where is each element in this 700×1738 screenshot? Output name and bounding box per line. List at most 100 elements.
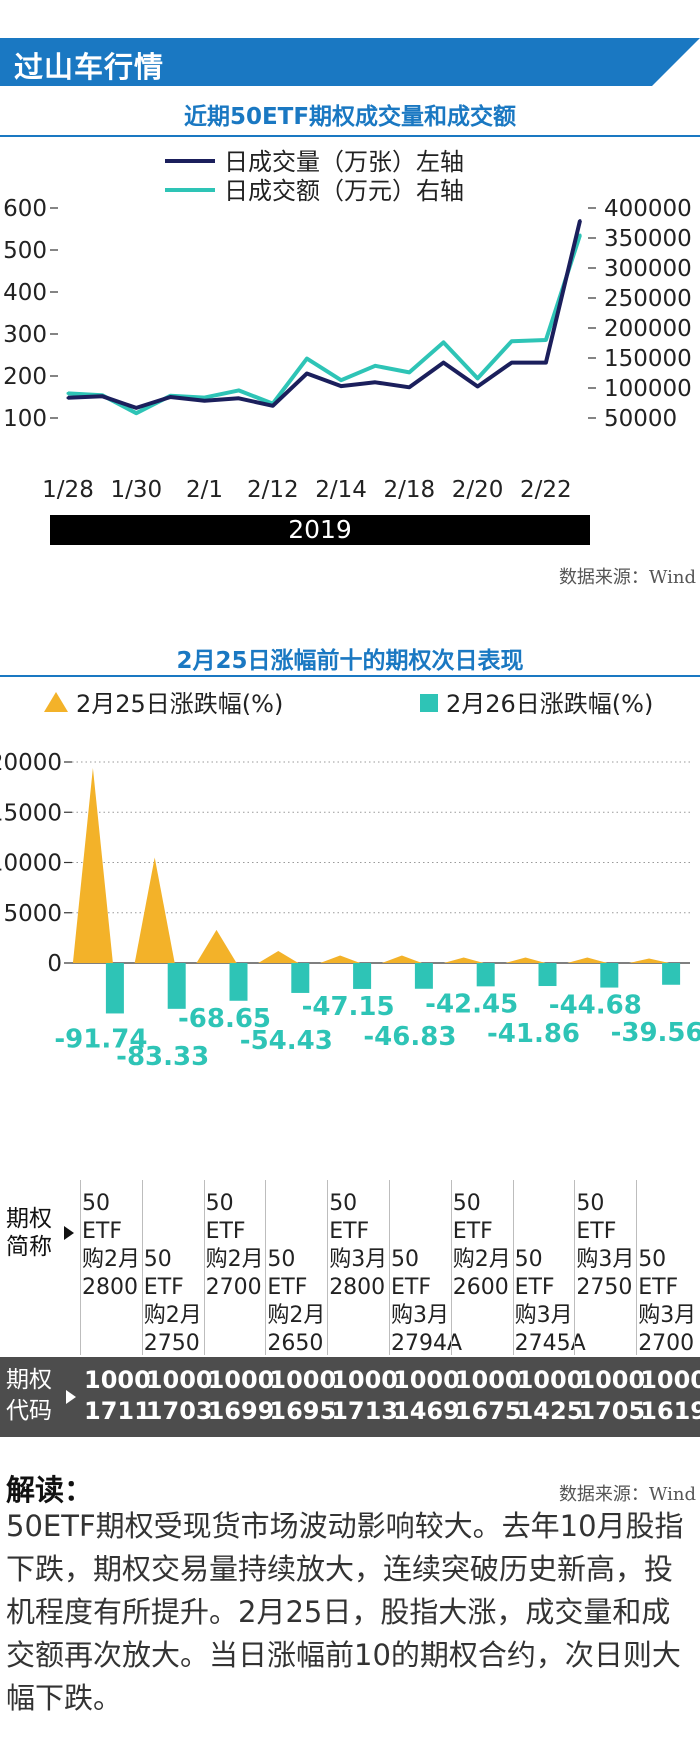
- interpretation-body: 50ETF期权受现货市场波动影响较大。去年10月股指下跌，期权交易量持续放大，连…: [6, 1509, 684, 1715]
- series-2-point: [578, 233, 582, 237]
- option-code-cell: 1000 1711: [84, 1366, 151, 1425]
- series-2-point: [373, 364, 377, 368]
- bar-mark: [167, 963, 186, 1009]
- legend-square-icon: [420, 694, 438, 712]
- series-1-point: [168, 395, 172, 399]
- y-right-tick-label: 400000: [604, 196, 692, 222]
- bar-value-label: -91.74: [54, 1024, 147, 1054]
- series-2-point: [441, 340, 445, 344]
- bar-value-label: -41.86: [487, 1019, 580, 1049]
- y-left-tick-label: 100: [3, 406, 47, 432]
- option-code-cell: 1000 1695: [269, 1366, 337, 1425]
- x-tick-label: 2/22: [520, 477, 572, 503]
- row-label-option-code: 期权 代码: [6, 1367, 52, 1424]
- option-name-row: 50 ETF 购2月 2800 50 ETF 购2月 2750 50 ETF 购2月…: [0, 1180, 700, 1356]
- y-tick-label: 20000: [0, 750, 62, 776]
- column-separator: [327, 1180, 329, 1355]
- section1-divider: [0, 135, 700, 137]
- series-1-point: [271, 404, 275, 408]
- option-code-cell: 1000 1425: [516, 1366, 584, 1425]
- option-name-cell: 50 ETF 购3月 2745A: [514, 1247, 586, 1356]
- option-code-cell: 1000 1469: [393, 1366, 460, 1425]
- option-name-cell: 50 ETF 购2月 2800: [82, 1191, 140, 1300]
- series-1-point: [373, 380, 377, 384]
- section2-title: 2月25日涨幅前十的期权次日表现: [176, 648, 524, 674]
- series-1-point: [134, 406, 138, 410]
- bar-value-label: -42.45: [425, 989, 518, 1019]
- column-separator: [80, 1180, 81, 1355]
- legend-label-2: 2月26日涨跌幅(%): [446, 690, 653, 718]
- bar-mark: [476, 963, 495, 987]
- year-label: 2019: [288, 515, 352, 544]
- series-2-point: [66, 391, 70, 395]
- bar-mark: [353, 963, 372, 989]
- triangle-mark: [505, 957, 546, 963]
- section2-source: 数据来源：Wind: [558, 1484, 696, 1505]
- bar-value-label: -68.65: [178, 1004, 271, 1034]
- bar-value-label: -39.56: [611, 1018, 700, 1048]
- option-code-cells: 1000 1711 1000 1703 1000 1699 1000 1695 1000…: [0, 1365, 700, 1435]
- code-row-pointer-icon: [66, 1390, 76, 1404]
- triangle-mark: [381, 955, 422, 963]
- y-left-tick-label: 300: [3, 322, 47, 348]
- option-code-cell: 1000 1703: [145, 1366, 213, 1425]
- y-tick-label: 0: [47, 951, 62, 977]
- y-left-tick-label: 400: [3, 280, 47, 306]
- option-code-cell: 1000 1713: [331, 1366, 398, 1425]
- series-1-point: [578, 219, 582, 223]
- triangle-mark: [320, 955, 361, 963]
- year-band: [50, 515, 590, 545]
- bar-mark: [105, 963, 124, 1014]
- option-code-cell: 1000 1619: [640, 1366, 700, 1425]
- series-1-point: [66, 396, 70, 400]
- y-left-tick-label: 500: [3, 238, 47, 264]
- column-separator: [450, 1180, 452, 1355]
- option-name-cell: 50 ETF 购2月 2700: [205, 1191, 264, 1300]
- y-right-tick-label: 250000: [604, 286, 692, 312]
- series-1-point: [339, 384, 343, 388]
- row-label-option-name: 期权 简称: [6, 1206, 52, 1260]
- x-tick-label: 2/18: [384, 477, 436, 503]
- x-tick-label: 2/12: [247, 477, 299, 503]
- y-right-tick-label: 200000: [604, 316, 692, 342]
- x-tick-label: 2/20: [452, 477, 504, 503]
- bar-mark: [291, 963, 310, 993]
- bar-value-label: -83.33: [116, 1042, 209, 1072]
- column-separator: [512, 1180, 514, 1355]
- bar-value-label: -46.83: [363, 1022, 456, 1052]
- row-pointer-icon: [64, 1226, 74, 1240]
- y-right-tick-label: 150000: [604, 346, 692, 372]
- section1-source: 数据来源：Wind: [558, 567, 696, 588]
- option-code-row: [0, 1357, 700, 1437]
- triangle-mark: [258, 950, 299, 963]
- bar-mark: [414, 963, 433, 989]
- x-tick-label: 1/30: [110, 477, 162, 503]
- series-2-point: [544, 338, 548, 342]
- y-right-tick-label: 50000: [604, 406, 677, 432]
- x-tick-label: 1/28: [42, 477, 94, 503]
- column-separator: [265, 1180, 267, 1355]
- series-2-point: [134, 411, 138, 415]
- series-2-point: [237, 388, 241, 392]
- series-2-point: [476, 376, 480, 380]
- bar-mark: [662, 963, 681, 985]
- series-1-point: [305, 371, 309, 375]
- page-title: 过山车行情: [14, 50, 165, 84]
- series-2-point: [510, 339, 514, 343]
- option-name-cell: 50 ETF 购3月 2700: [638, 1247, 697, 1356]
- header-banner: [0, 38, 700, 86]
- series-2-point: [339, 378, 343, 382]
- column-separator: [141, 1180, 143, 1355]
- series-2-point: [203, 396, 207, 400]
- x-tick-label: 2/1: [186, 477, 223, 503]
- x-tick-label: 2/14: [315, 477, 367, 503]
- triangle-mark: [629, 958, 670, 963]
- series-line-1: [67, 220, 582, 410]
- legend-triangle-icon: [44, 692, 68, 712]
- series-1-point: [544, 361, 548, 365]
- series-line-2: [67, 234, 582, 416]
- series-2-point: [305, 357, 309, 361]
- option-name-cell: 50 ETF 购2月 2600: [452, 1191, 511, 1300]
- column-separator: [203, 1180, 205, 1355]
- series-1-point: [203, 399, 207, 403]
